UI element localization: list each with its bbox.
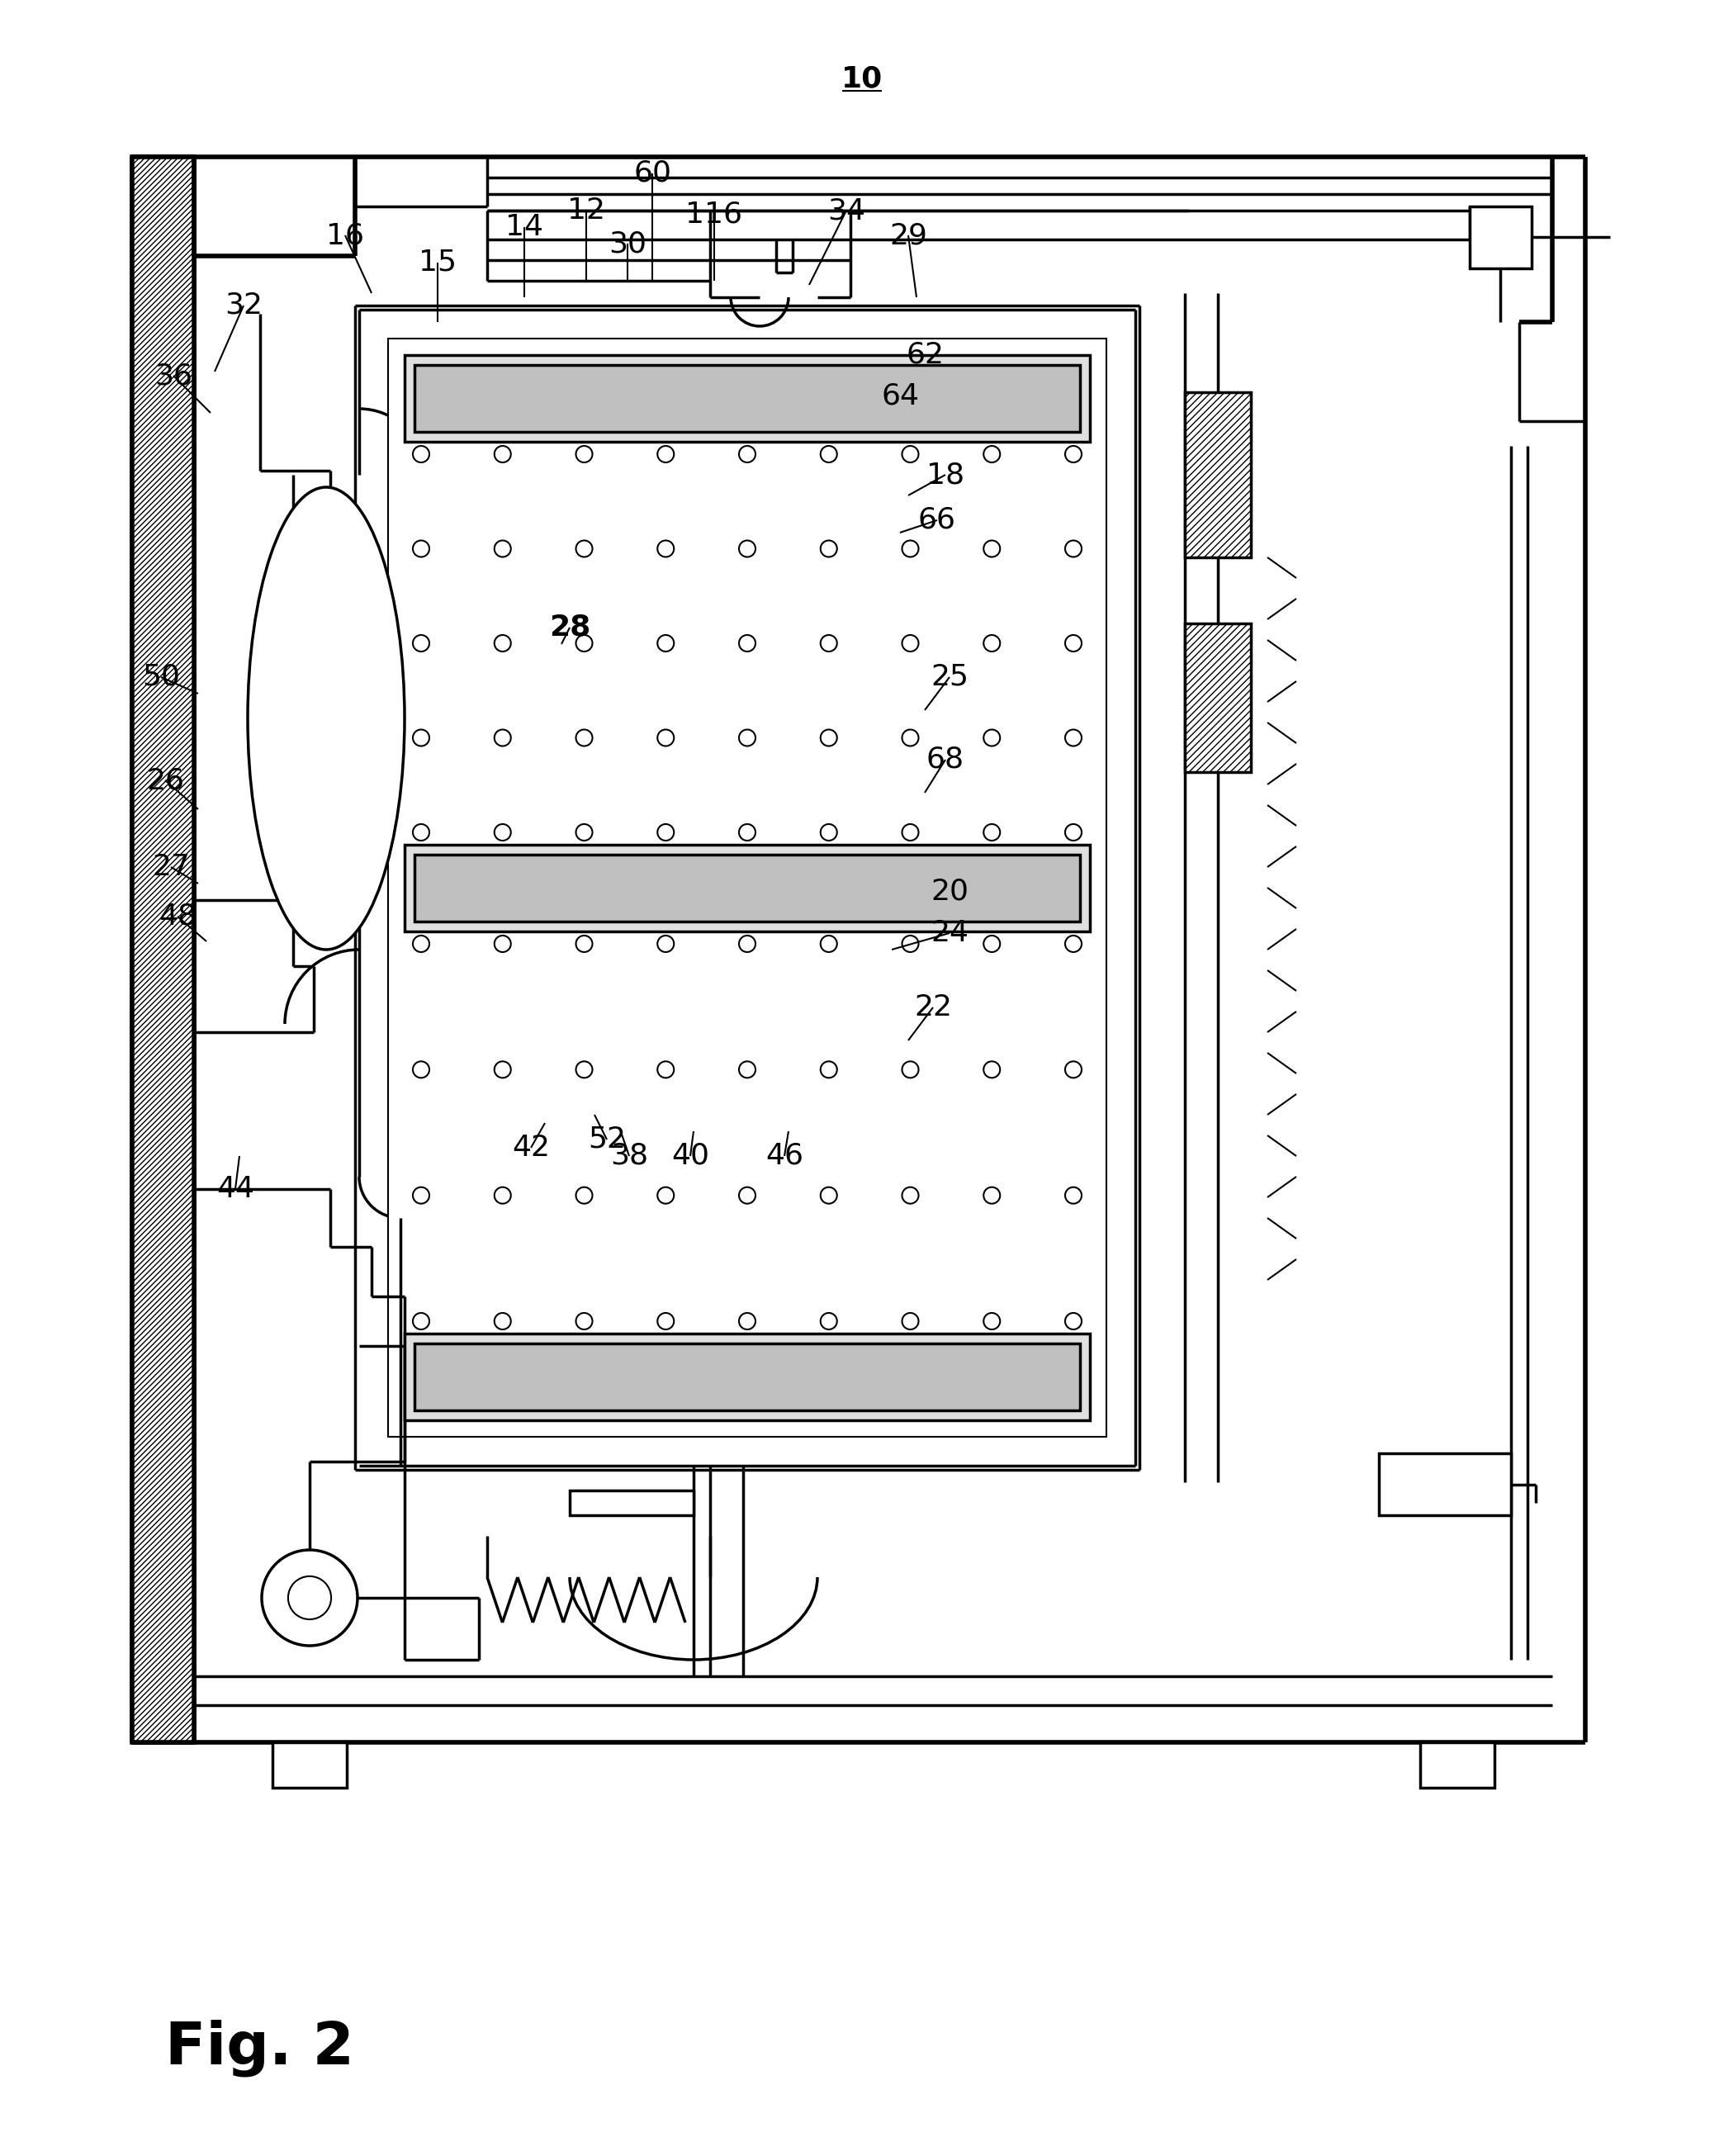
- Text: 48: 48: [159, 903, 197, 931]
- Text: 34: 34: [828, 196, 865, 224]
- Bar: [1469, 207, 1531, 267]
- Bar: [414, 364, 1079, 431]
- Bar: [569, 1490, 693, 1516]
- Text: 66: 66: [919, 507, 957, 535]
- Bar: [272, 1742, 347, 1787]
- Text: 18: 18: [926, 461, 964, 489]
- Bar: [405, 356, 1090, 442]
- Text: 25: 25: [931, 664, 969, 692]
- Text: 50: 50: [141, 664, 179, 692]
- Text: 44: 44: [216, 1175, 255, 1203]
- Text: 28: 28: [548, 614, 590, 642]
- Text: 26: 26: [147, 765, 184, 793]
- Bar: [405, 845, 1090, 931]
- Text: 32: 32: [224, 291, 262, 319]
- Bar: [388, 338, 1107, 1436]
- Ellipse shape: [248, 487, 405, 949]
- Text: 52: 52: [588, 1125, 626, 1153]
- Bar: [133, 157, 195, 1742]
- Text: 116: 116: [686, 201, 743, 229]
- Text: 15: 15: [419, 248, 457, 276]
- Text: 42: 42: [512, 1134, 550, 1162]
- Text: 12: 12: [567, 196, 605, 224]
- Text: 20: 20: [931, 877, 969, 906]
- Text: 22: 22: [914, 994, 952, 1022]
- Bar: [405, 1335, 1090, 1421]
- Text: 62: 62: [905, 341, 943, 369]
- Text: 68: 68: [926, 746, 964, 774]
- Text: 10: 10: [843, 65, 881, 93]
- Text: 14: 14: [505, 213, 543, 241]
- Text: 16: 16: [326, 222, 364, 250]
- Bar: [1184, 392, 1252, 558]
- Text: 64: 64: [881, 382, 919, 410]
- Text: 36: 36: [155, 362, 193, 390]
- Text: Fig. 2: Fig. 2: [166, 2020, 353, 2076]
- Bar: [1184, 623, 1252, 772]
- Text: 27: 27: [152, 854, 190, 882]
- Bar: [414, 1343, 1079, 1410]
- Bar: [1379, 1453, 1510, 1516]
- Bar: [1421, 1742, 1495, 1787]
- Text: 10: 10: [841, 65, 883, 93]
- Bar: [414, 854, 1079, 921]
- Bar: [134, 160, 193, 1740]
- Text: 29: 29: [890, 222, 928, 250]
- Text: 60: 60: [633, 160, 671, 188]
- Text: 24: 24: [931, 918, 969, 946]
- Text: 46: 46: [765, 1143, 803, 1171]
- Text: 38: 38: [610, 1143, 648, 1171]
- Text: 30: 30: [609, 229, 646, 257]
- Text: 40: 40: [671, 1143, 709, 1171]
